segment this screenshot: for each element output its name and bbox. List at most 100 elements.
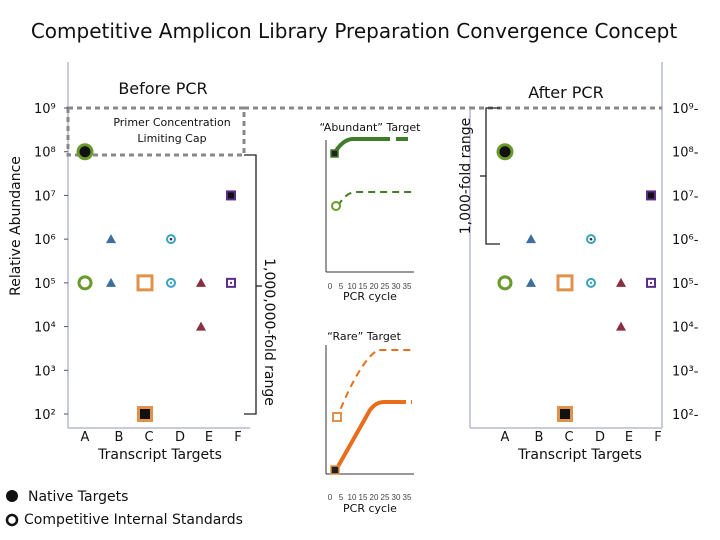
before-tick-labels: 10⁹ 10⁸ 10⁷ 10⁶ 10⁵ 10⁴ 10³ 10² <box>34 102 68 423</box>
abundant-competitive-start <box>331 201 341 211</box>
category-label: B <box>535 430 544 445</box>
category-label: D <box>595 430 605 445</box>
abundant-competitive-curve <box>337 191 412 207</box>
inset-x-tick: 35 <box>403 282 412 291</box>
abundant-inset-x-label: PCR cycle <box>343 290 397 303</box>
category-label: F <box>654 430 661 445</box>
native-target-B <box>106 234 116 244</box>
category-label: E <box>625 430 633 445</box>
before-tick-label: 10⁸ <box>34 146 56 161</box>
category-label: C <box>564 430 573 445</box>
rare-inset-x-label: PCR cycle <box>343 502 397 515</box>
after-pcr-panel: After PCR 1,000-fold range 10⁹-10⁸-10⁷-1… <box>458 62 699 463</box>
legend-competitive-marker <box>5 513 19 527</box>
inset-x-tick: 5 <box>339 282 344 291</box>
legend-native-label: Native Targets <box>28 489 128 505</box>
rare-target-label: “Rare” Target <box>327 330 401 343</box>
inset-x-tick: 25 <box>381 282 390 291</box>
rare-inset: “Rare” Target 0 5 10 15 20 25 30 35 PCR cycle <box>325 330 414 515</box>
after-tick-label: 10²- <box>672 408 699 423</box>
competitive-standard-A <box>77 275 93 291</box>
abundant-native-curve <box>332 137 378 156</box>
after-tick-label: 10⁸- <box>672 146 699 161</box>
after-tick-label: 10⁷- <box>672 189 699 204</box>
rare-native-curve <box>334 400 396 471</box>
inset-x-tick: 15 <box>359 493 368 502</box>
before-tick-label: 10⁷ <box>34 189 56 204</box>
competitive-standard-C <box>136 274 154 292</box>
after-tick-label: 10⁶- <box>672 233 699 248</box>
category-label: B <box>115 430 124 445</box>
abundant-inset-x-ticks: 0 5 10 15 20 25 30 35 <box>328 282 412 291</box>
inset-x-tick: 20 <box>370 493 379 502</box>
after-tick-labels: 10⁹- 10⁸- 10⁷- 10⁶- 10⁵- 10⁴- 10³- 10²- <box>672 102 699 423</box>
inset-x-tick: 10 <box>348 282 357 291</box>
before-heading: Before PCR <box>118 79 207 98</box>
category-label: A <box>81 430 90 445</box>
native-target-E <box>196 321 206 331</box>
inset-x-tick: 20 <box>370 282 379 291</box>
native-target-A <box>496 143 514 161</box>
before-tick-label: 10⁹ <box>34 102 56 117</box>
inset-x-tick: 0 <box>328 282 333 291</box>
category-label: D <box>175 430 185 445</box>
before-tick-label: 10⁴ <box>34 321 56 336</box>
category-label: A <box>501 430 510 445</box>
thousand-fold-bracket <box>485 107 500 245</box>
inset-x-tick: 35 <box>403 493 412 502</box>
rare-competitive-start <box>332 412 342 422</box>
inset-x-tick: 15 <box>359 282 368 291</box>
category-label: E <box>205 430 213 445</box>
abundant-inset: “Abundant” Target 0 5 10 15 20 25 30 35 PCR cyc… <box>320 121 422 303</box>
competitive-standard-C <box>556 274 574 292</box>
before-tick-label: 10³ <box>34 364 56 379</box>
after-tick-label: 10⁵- <box>672 277 699 292</box>
after-tick-label: 10⁹- <box>672 102 699 117</box>
abundant-native-start <box>330 149 339 158</box>
before-data-marks <box>76 143 236 422</box>
million-fold-bracket <box>244 154 257 415</box>
inset-x-tick: 30 <box>392 493 401 502</box>
before-pcr-panel: Before PCR Primer Concentration Limiting… <box>34 62 470 463</box>
before-tick-label: 10⁵ <box>34 277 56 292</box>
inset-x-tick: 5 <box>339 493 344 502</box>
competitive-standard-E <box>616 277 626 287</box>
inset-x-tick: 10 <box>348 493 357 502</box>
before-category-labels: A B C D E F <box>81 430 242 445</box>
rare-competitive-curve <box>335 349 412 421</box>
legend: Native Targets Competitive Internal Stan… <box>5 489 243 528</box>
after-category-labels: A B C D E F <box>501 430 662 445</box>
category-label: F <box>234 430 241 445</box>
before-x-axis-label: Transcript Targets <box>97 447 222 463</box>
legend-competitive-label: Competitive Internal Standards <box>24 512 243 528</box>
native-target-E <box>616 321 626 331</box>
page-title: Competitive Amplicon Library Preparation… <box>31 19 677 43</box>
after-tick-label: 10⁴- <box>672 321 699 336</box>
after-x-axis-label: Transcript Targets <box>517 447 642 463</box>
competitive-standard-E <box>196 277 206 287</box>
competitive-standard-A <box>497 275 513 291</box>
before-tick-label: 10⁶ <box>34 233 56 248</box>
native-target-A <box>76 143 94 161</box>
primer-cap-label-line1: Primer Concentration <box>113 116 230 129</box>
inset-x-tick: 0 <box>328 493 333 502</box>
native-target-B <box>526 234 536 244</box>
competitive-standard-B <box>106 277 116 287</box>
before-tick-label: 10² <box>34 408 56 423</box>
inset-x-tick: 30 <box>392 282 401 291</box>
million-fold-range-label: 1,000,000-fold range <box>261 258 277 406</box>
after-data-marks <box>496 143 656 422</box>
competitive-standard-B <box>526 277 536 287</box>
rare-native-start <box>330 465 340 475</box>
inset-x-tick: 25 <box>381 493 390 502</box>
after-heading: After PCR <box>528 83 603 102</box>
y-axis-label: Relative Abundance <box>8 156 24 296</box>
thousand-fold-range-label: 1,000-fold range <box>458 118 474 235</box>
abundant-target-label: “Abundant” Target <box>320 121 422 134</box>
category-label: C <box>144 430 153 445</box>
primer-cap-box <box>66 106 246 157</box>
legend-native-marker <box>6 490 18 502</box>
after-tick-label: 10³- <box>672 364 699 379</box>
primer-cap-label-line2: Limiting Cap <box>137 132 206 145</box>
